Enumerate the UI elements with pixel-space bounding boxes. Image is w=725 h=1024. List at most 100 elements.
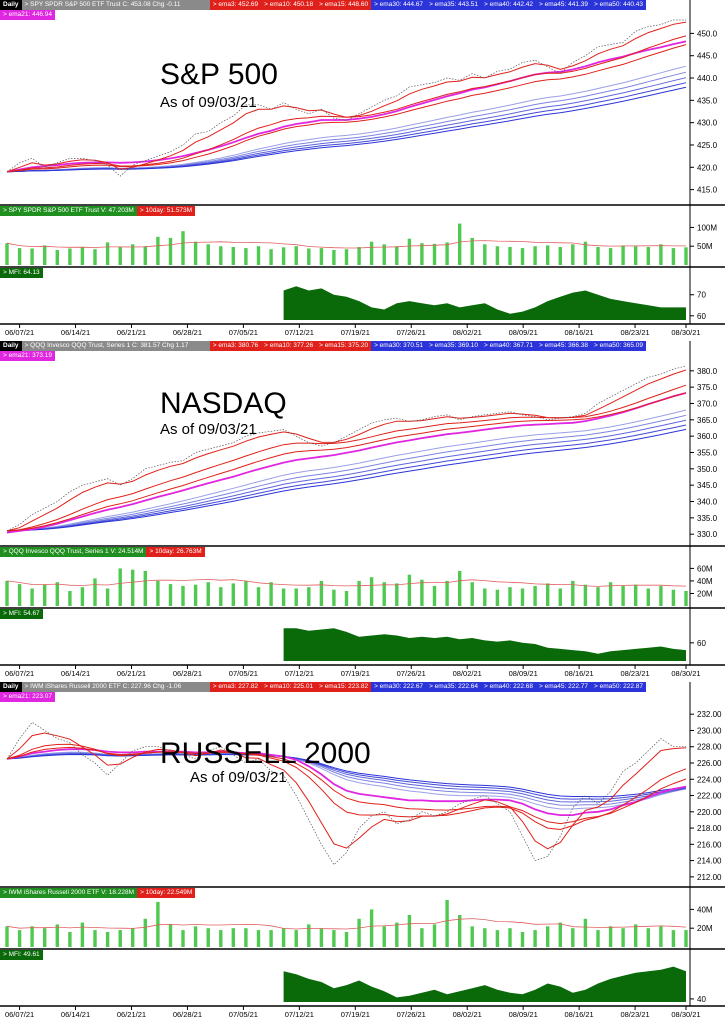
ema-fast-label: > ema15: 223.82 bbox=[316, 682, 372, 692]
nasdaq-chart-panel: 380.0 375.0 370.0 365.0 360.0 355.0 350.0 345.0… bbox=[0, 341, 725, 682]
volume-bar bbox=[458, 570, 462, 606]
volume-bar bbox=[55, 924, 59, 947]
volume-bar bbox=[671, 930, 676, 947]
volume-bar bbox=[5, 926, 9, 947]
volume-label: > IWM iShares Russell 2000 ETF V: 18.228… bbox=[0, 888, 138, 898]
volume-bar bbox=[344, 591, 349, 606]
symbol-info: > IWM iShares Russell 2000 ETF C: 227.96… bbox=[21, 682, 210, 692]
ema30-line bbox=[6, 65, 687, 173]
volume-bar bbox=[294, 246, 298, 265]
volume-bar bbox=[432, 924, 437, 947]
volume-bar bbox=[131, 928, 135, 947]
volume-avg-line bbox=[6, 918, 687, 930]
volume-tick-label: 20M bbox=[697, 924, 713, 933]
volume-bar bbox=[181, 930, 185, 947]
period-label: Daily bbox=[0, 682, 22, 692]
volume-bar bbox=[118, 247, 122, 265]
volume-bar bbox=[533, 246, 537, 265]
volume-bar bbox=[319, 248, 324, 265]
price-tick-label: 375.0 bbox=[697, 383, 718, 392]
x-tick-label: 06/07/21 bbox=[5, 328, 34, 337]
volume-bar bbox=[684, 930, 688, 947]
volume-bar bbox=[193, 584, 198, 606]
chart-header-row-2: > ema21: 373.19 bbox=[0, 351, 55, 361]
volume-bar bbox=[495, 246, 500, 265]
volume-bar bbox=[571, 580, 575, 606]
x-tick-label: 06/07/21 bbox=[5, 669, 34, 678]
price-line bbox=[6, 365, 687, 532]
volume-bar bbox=[420, 243, 424, 265]
x-tick-label: 07/05/21 bbox=[229, 328, 258, 337]
mfi-area bbox=[283, 286, 686, 320]
volume-bar bbox=[646, 247, 650, 265]
ema-slow-label: > ema35: 222.64 bbox=[426, 682, 482, 692]
x-tick-label: 08/16/21 bbox=[565, 669, 594, 678]
period-label: Daily bbox=[0, 341, 22, 351]
volume-bar bbox=[596, 930, 600, 947]
volume-avg-label: > 10day: 51.573M bbox=[136, 206, 196, 216]
volume-bar bbox=[80, 922, 85, 947]
volume-bar bbox=[168, 584, 173, 606]
volume-bar bbox=[219, 587, 223, 606]
volume-bar bbox=[470, 582, 474, 606]
x-tick-label: 07/26/21 bbox=[397, 328, 426, 337]
ema-fast-label: > ema3: 227.82 bbox=[209, 682, 262, 692]
price-tick-label: 380.0 bbox=[697, 367, 718, 376]
x-tick-label: 08/16/21 bbox=[565, 328, 594, 337]
volume-bar bbox=[219, 246, 223, 265]
volume-bar bbox=[5, 243, 9, 265]
x-tick-label: 07/26/21 bbox=[397, 669, 426, 678]
price-tick-label: 345.0 bbox=[697, 481, 718, 490]
price-tick-label: 435.0 bbox=[697, 96, 718, 105]
price-tick-label: 425.0 bbox=[697, 141, 718, 150]
volume-bar bbox=[407, 238, 412, 265]
russell2000-chart-panel: 232.00 230.00 228.00 226.00 224.00 222.00 220.… bbox=[0, 682, 725, 1024]
volume-bar bbox=[281, 247, 286, 265]
chart-header-row: Daily > IWM iShares Russell 2000 ETF C: 2… bbox=[0, 682, 646, 692]
volume-bar bbox=[357, 580, 361, 606]
x-tick-label: 08/23/21 bbox=[620, 328, 649, 337]
volume-bar bbox=[646, 588, 650, 606]
volume-bar bbox=[68, 932, 72, 947]
volume-bar bbox=[105, 932, 110, 947]
volume-bar bbox=[68, 248, 72, 265]
ema21-line bbox=[6, 392, 687, 534]
volume-bar bbox=[193, 926, 198, 947]
price-line bbox=[6, 19, 686, 177]
volume-bar bbox=[520, 588, 525, 606]
price-tick-label: 360.0 bbox=[697, 432, 718, 441]
ema-slow-label: > ema40: 367.71 bbox=[481, 341, 537, 351]
ema21-label: > ema21: 223.07 bbox=[0, 692, 55, 702]
mfi-label: > MFI: 64.13 bbox=[0, 268, 43, 278]
ema50-line bbox=[6, 428, 687, 532]
volume-bar bbox=[118, 930, 122, 947]
volume-bar bbox=[608, 248, 613, 265]
ema3-line bbox=[6, 21, 687, 173]
volume-bar bbox=[608, 926, 613, 947]
price-tick-label: 224.00 bbox=[697, 775, 722, 784]
price-tick-label: 445.0 bbox=[697, 52, 718, 61]
volume-bar bbox=[332, 250, 336, 265]
volume-avg-line bbox=[6, 578, 687, 587]
volume-bar bbox=[281, 928, 286, 947]
volume-bar bbox=[43, 928, 47, 947]
volume-bar bbox=[80, 587, 85, 606]
volume-header-row: > QQQ Invesco QQQ Trust, Series 1 V: 24.… bbox=[0, 547, 205, 557]
ema3-line bbox=[6, 369, 687, 532]
chart-title: S&P 500 bbox=[160, 58, 278, 91]
chart-svg: 380.0 375.0 370.0 365.0 360.0 355.0 350.0 345.0… bbox=[0, 341, 725, 678]
volume-bar bbox=[684, 591, 688, 606]
volume-bar bbox=[181, 585, 185, 606]
price-tick-label: 440.0 bbox=[697, 74, 718, 83]
volume-header-row: > SPY SPDR S&P 500 ETF Trust V: 47.203M >… bbox=[0, 206, 196, 216]
volume-bar bbox=[520, 932, 525, 947]
volume-bar bbox=[634, 246, 638, 265]
volume-bar bbox=[244, 928, 248, 947]
ema15-line bbox=[6, 44, 687, 173]
volume-bar bbox=[646, 928, 650, 947]
price-tick-label: 212.00 bbox=[697, 873, 722, 882]
volume-bar bbox=[445, 900, 449, 947]
x-tick-label: 08/02/21 bbox=[453, 328, 482, 337]
ema-fast-label: > ema3: 380.76 bbox=[209, 341, 262, 351]
volume-bar bbox=[546, 583, 550, 606]
